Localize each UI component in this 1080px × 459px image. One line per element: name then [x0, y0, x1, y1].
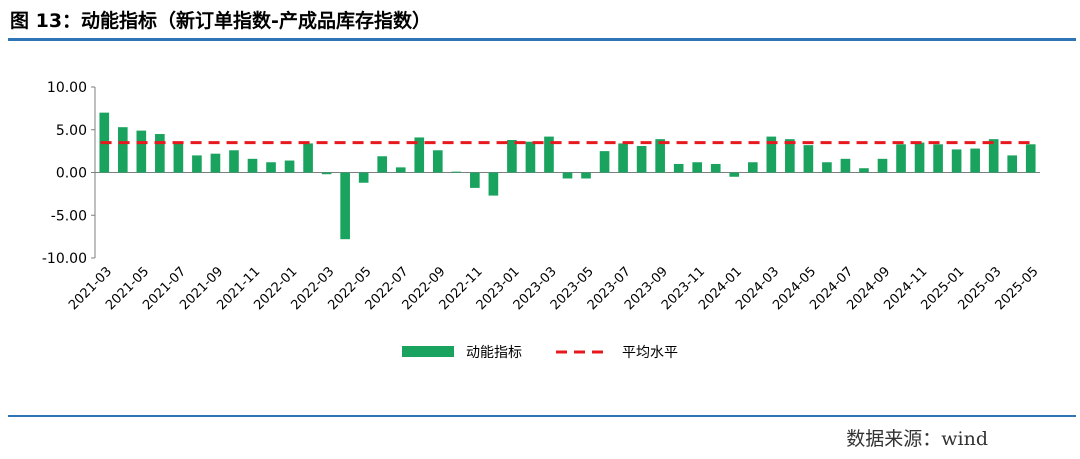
bottom-divider — [8, 415, 1076, 417]
bar — [488, 172, 499, 196]
legend-swatch-bar — [402, 346, 454, 357]
bar — [358, 172, 369, 183]
bar — [284, 160, 295, 173]
bar — [562, 172, 573, 179]
bar — [303, 143, 313, 173]
bar — [136, 130, 147, 173]
bar — [896, 144, 906, 173]
bar — [544, 136, 554, 173]
bar — [970, 148, 980, 173]
bar — [840, 158, 851, 173]
bar — [470, 172, 480, 188]
bar — [692, 162, 703, 173]
bar — [377, 156, 388, 173]
top-divider — [8, 38, 1076, 41]
bar — [766, 136, 777, 173]
bar — [673, 163, 684, 173]
bar — [618, 143, 628, 173]
bar — [340, 172, 350, 240]
bar — [1025, 144, 1036, 173]
bar — [803, 145, 814, 173]
bar — [266, 162, 276, 173]
bar — [117, 127, 128, 173]
bar — [525, 141, 536, 173]
y-tick-label: 10.00 — [47, 80, 87, 96]
bar — [951, 149, 962, 173]
chart-area: 10.005.000.00-5.00-10.002021-032021-0520… — [42, 80, 1042, 361]
bar — [599, 151, 610, 173]
y-tick-label: 5.00 — [56, 123, 87, 139]
legend-label-average: 平均水平 — [622, 345, 678, 361]
bar — [636, 145, 647, 173]
bar — [1007, 155, 1018, 173]
bar — [247, 158, 258, 173]
figure-title: 图 13：动能指标（新订单指数-产成品库存指数） — [10, 10, 431, 32]
bar — [729, 172, 740, 177]
bar — [655, 139, 665, 173]
bar — [507, 140, 517, 173]
bar — [710, 163, 721, 173]
y-tick-label: 0.00 — [56, 166, 87, 182]
bar — [877, 158, 888, 173]
bar — [173, 143, 184, 173]
bar — [210, 153, 221, 173]
y-tick-label: -5.00 — [51, 208, 87, 224]
bar — [747, 162, 758, 173]
bar — [581, 172, 591, 179]
bar — [933, 144, 943, 173]
bar — [859, 168, 869, 173]
bar — [229, 150, 239, 173]
bar — [395, 167, 406, 173]
y-tick-label: -10.00 — [42, 251, 87, 267]
bar — [822, 162, 832, 173]
bar — [988, 139, 999, 173]
bar — [414, 137, 425, 173]
bar — [914, 142, 925, 173]
bar — [451, 171, 462, 173]
source-note: 数据来源：wind — [846, 428, 988, 450]
bar — [432, 150, 443, 173]
bar — [192, 155, 202, 173]
bar — [321, 172, 332, 175]
bar — [785, 139, 795, 173]
legend-label-bar: 动能指标 — [466, 345, 522, 361]
bar — [155, 134, 165, 173]
